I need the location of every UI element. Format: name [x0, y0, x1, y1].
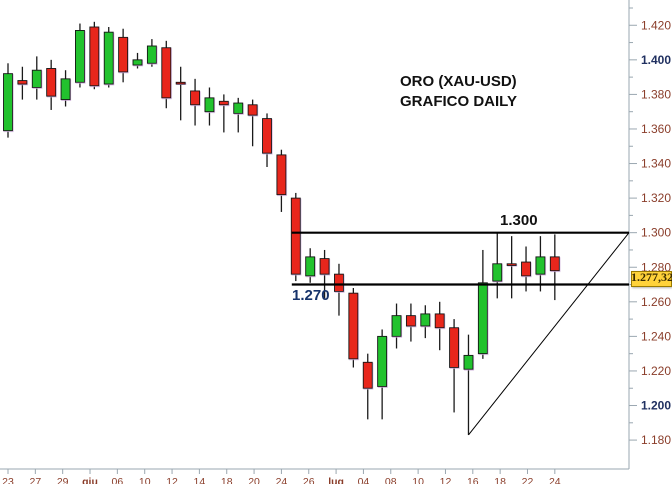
svg-text:12: 12: [440, 476, 452, 484]
svg-text:12: 12: [166, 476, 178, 484]
svg-text:22: 22: [522, 476, 534, 484]
svg-text:26: 26: [303, 476, 315, 484]
svg-text:16: 16: [467, 476, 479, 484]
svg-text:1.180: 1.180: [641, 433, 671, 447]
svg-text:1.240: 1.240: [641, 329, 671, 343]
svg-text:1.270: 1.270: [292, 287, 330, 304]
svg-text:GRAFICO DAILY: GRAFICO DAILY: [400, 93, 517, 110]
svg-text:1.300: 1.300: [500, 212, 538, 229]
svg-text:24: 24: [276, 476, 288, 484]
svg-text:1.300: 1.300: [641, 226, 671, 240]
svg-text:1.400: 1.400: [641, 53, 671, 67]
svg-text:18: 18: [494, 476, 506, 484]
svg-text:ORO (XAU-USD): ORO (XAU-USD): [400, 73, 517, 90]
svg-text:27: 27: [29, 476, 41, 484]
svg-text:08: 08: [385, 476, 397, 484]
svg-text:1.260: 1.260: [641, 295, 671, 309]
svg-text:10: 10: [139, 476, 151, 484]
svg-text:1.380: 1.380: [641, 87, 671, 101]
svg-text:04: 04: [358, 476, 370, 484]
svg-text:23: 23: [2, 476, 14, 484]
svg-text:18: 18: [221, 476, 233, 484]
svg-text:29: 29: [57, 476, 69, 484]
svg-text:20: 20: [248, 476, 260, 484]
svg-text:14: 14: [194, 476, 206, 484]
svg-text:1.340: 1.340: [641, 157, 671, 171]
svg-text:06: 06: [112, 476, 124, 484]
svg-text:1.360: 1.360: [641, 122, 671, 136]
svg-text:1.420: 1.420: [641, 18, 671, 32]
svg-text:giu: giu: [82, 476, 98, 484]
svg-text:1.220: 1.220: [641, 364, 671, 378]
svg-text:10: 10: [412, 476, 424, 484]
svg-text:24: 24: [549, 476, 561, 484]
svg-text:1.200: 1.200: [641, 399, 671, 413]
svg-text:1.320: 1.320: [641, 191, 671, 205]
svg-text:lug: lug: [328, 476, 344, 484]
